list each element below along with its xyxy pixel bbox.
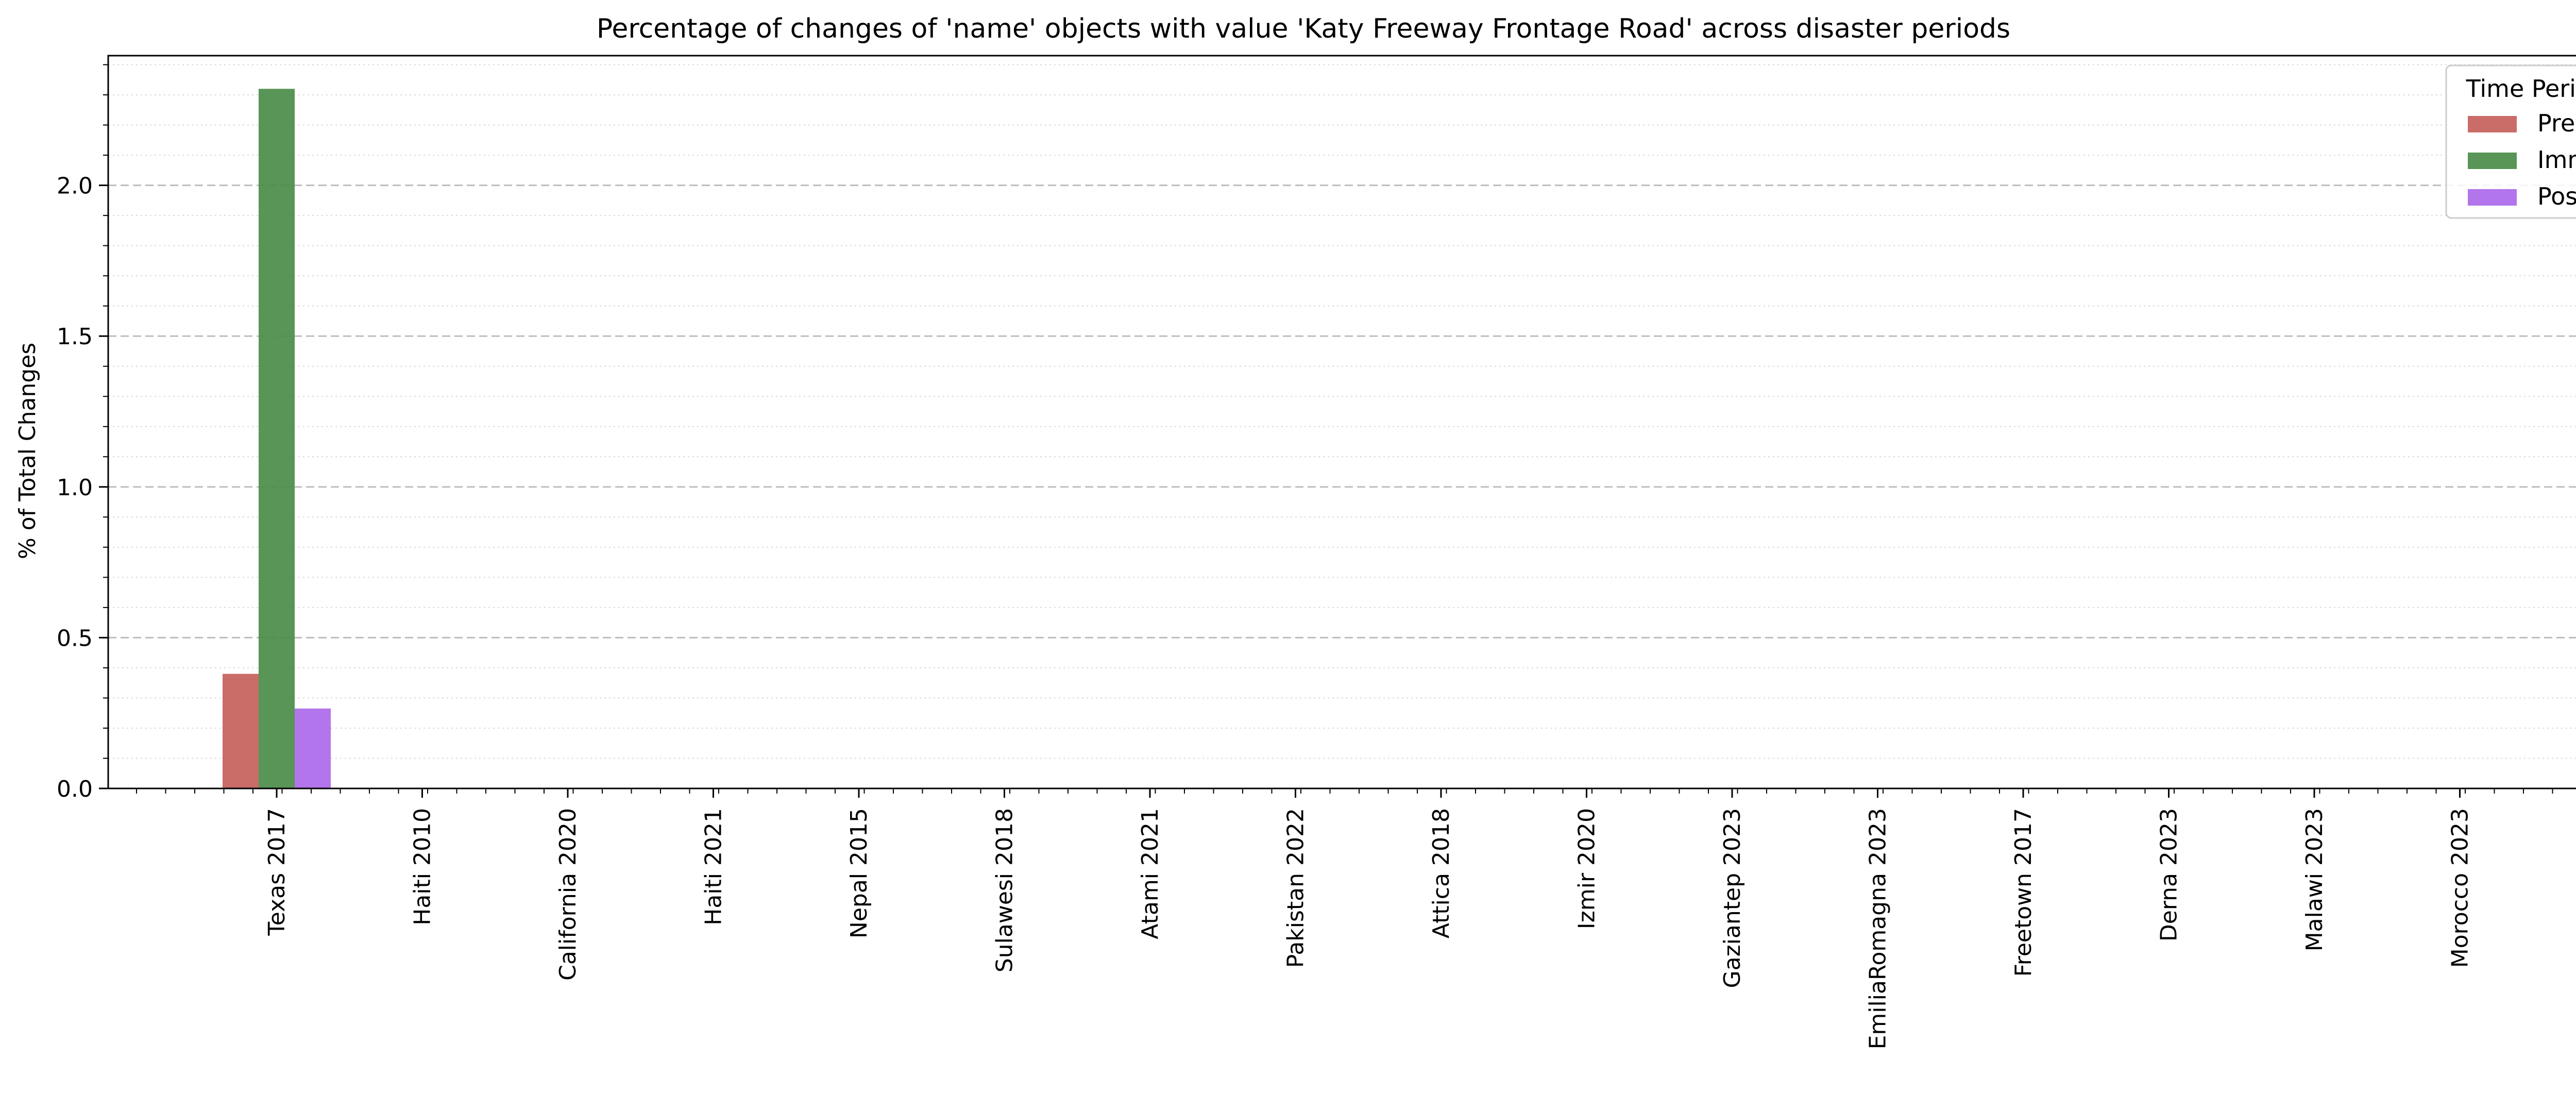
x-tick-label: Derna 2023 [2156, 808, 2182, 941]
legend-title: Time Period [2466, 75, 2576, 103]
legend-swatch-imm [2468, 153, 2517, 169]
legend-swatch-pre [2468, 116, 2517, 132]
chart-title: Percentage of changes of 'name' objects … [597, 13, 2010, 44]
x-tick-label: Haiti 2021 [701, 808, 727, 926]
x-tick-label: Freetown 2017 [2010, 808, 2037, 977]
x-tick-label: Malawi 2023 [2301, 808, 2328, 951]
x-tick-label: Haiti 2010 [410, 808, 436, 926]
x-tick-label: Nepal 2015 [846, 808, 872, 938]
bar-post [295, 708, 331, 788]
legend-label-pre: Pre [2537, 109, 2575, 137]
x-tick-label: Gaziantep 2023 [1719, 808, 1745, 988]
y-tick-label: 1.0 [57, 475, 93, 501]
legend-swatch-post [2468, 189, 2517, 206]
bar-pre [223, 674, 259, 788]
legend-label-imm: Imm [2537, 146, 2576, 174]
y-axis-label: % of Total Changes [14, 343, 41, 559]
bar-imm [259, 89, 295, 789]
y-tick-label: 2.0 [57, 173, 93, 199]
x-tick-label: Morocco 2023 [2447, 808, 2473, 968]
x-tick-label: Texas 2017 [264, 808, 290, 936]
y-tick-label: 1.5 [57, 324, 93, 350]
x-tick-label: Atami 2021 [1137, 808, 1163, 939]
y-tick-label: 0.0 [57, 776, 93, 802]
x-tick-label: Pakistan 2022 [1283, 808, 1309, 968]
x-tick-label: Attica 2018 [1428, 808, 1454, 938]
x-tick-label: Izmir 2020 [1574, 808, 1600, 929]
legend-label-post: Post [2537, 182, 2576, 210]
x-tick-label: EmiliaRomagna 2023 [1865, 808, 1891, 1049]
legend: Time Period Pre Imm Post [2445, 64, 2576, 219]
legend-frame [2445, 64, 2576, 219]
x-tick-label: Sulawesi 2018 [992, 808, 1018, 972]
y-tick-label: 0.5 [57, 625, 93, 651]
plot-frame [107, 55, 2576, 789]
x-tick-label: California 2020 [555, 808, 581, 981]
